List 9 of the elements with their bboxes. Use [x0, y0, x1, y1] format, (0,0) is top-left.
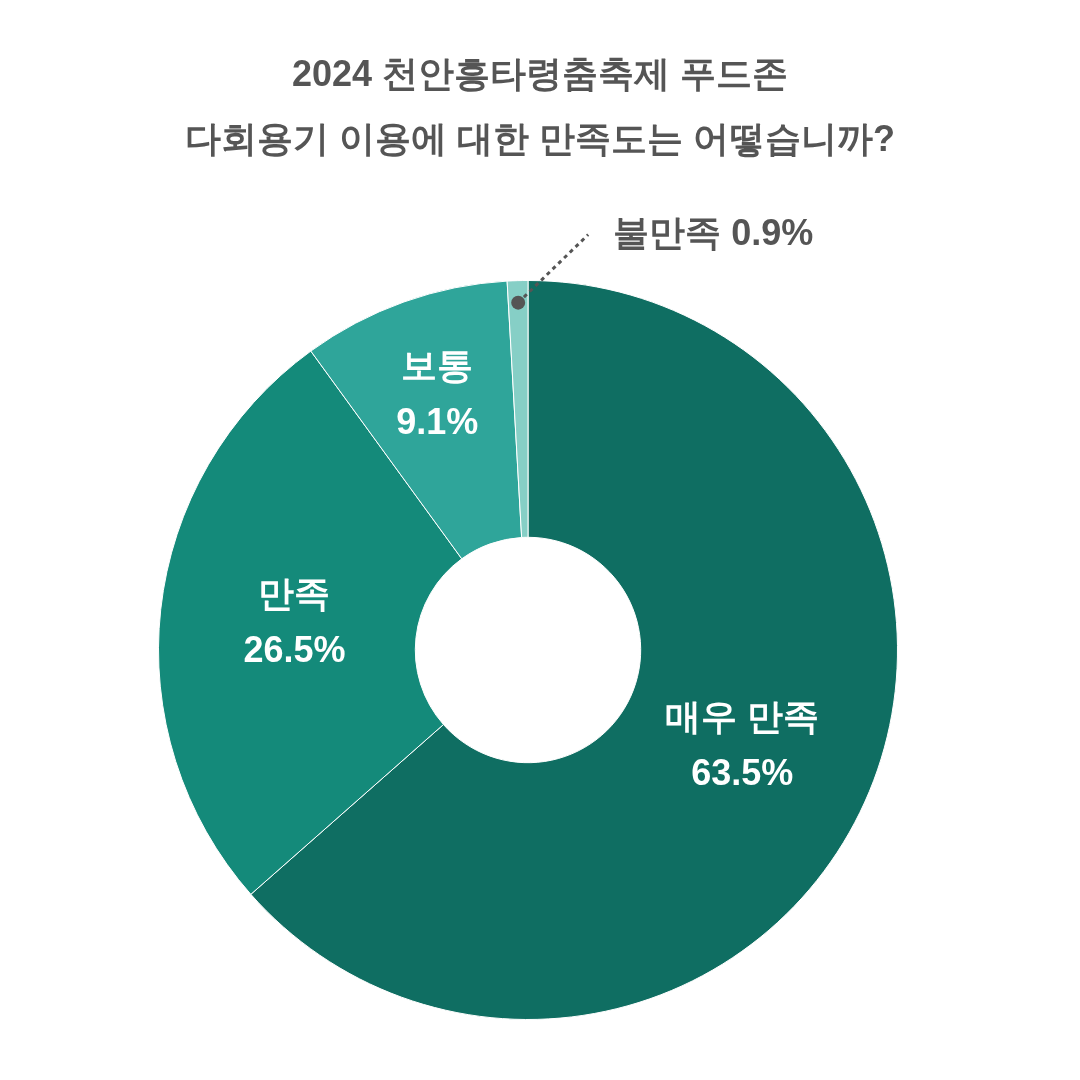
slice-label: 매우 만족 — [665, 695, 820, 737]
data-label: 9.1% — [396, 400, 479, 442]
slice-label: 불만족 0.9% — [613, 211, 814, 253]
chart-title: 2024 천안흥타령춤축제 푸드존 — [290, 52, 790, 96]
chart-subtitle: 다회용기 이용에 대한 만족도는 어떻습니까? — [184, 117, 896, 161]
data-label: 26.5% — [243, 629, 346, 671]
slice-label: 보통 — [401, 344, 474, 386]
slice-label: 만족 — [258, 573, 331, 615]
data-label: 63.5% — [691, 751, 794, 793]
